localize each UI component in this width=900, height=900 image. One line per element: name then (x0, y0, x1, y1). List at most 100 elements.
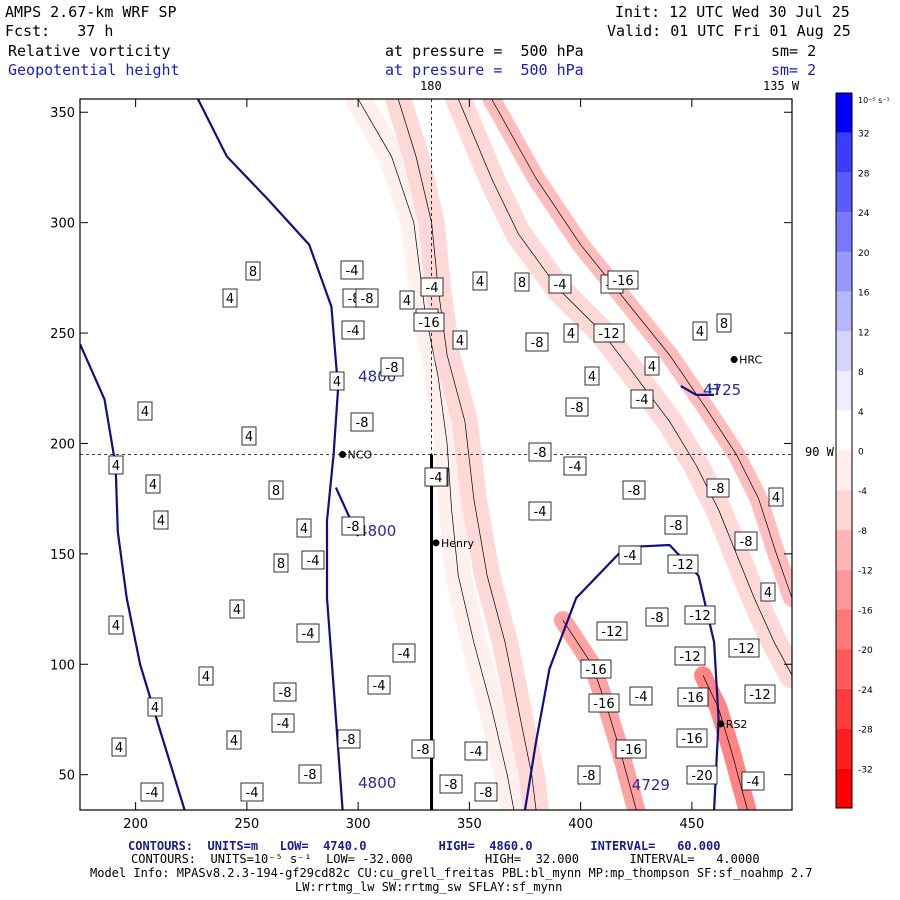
svg-text:4: 4 (772, 491, 780, 506)
contour-box-label: -8 (577, 765, 601, 785)
svg-text:4: 4 (696, 325, 704, 340)
station-label: HRC (739, 354, 762, 367)
svg-text:8: 8 (249, 265, 257, 280)
colorbar-tick-label: 4 (858, 408, 864, 418)
valid-time: Valid: 01 UTC Fri 01 Aug 25 (607, 22, 851, 40)
contour-box-label: 4 (108, 455, 124, 475)
vorticity-contour-line (397, 99, 537, 810)
contour-box-label: 4 (768, 487, 784, 507)
svg-text:-8: -8 (304, 768, 317, 783)
colorbar-tick-label: -16 (858, 606, 873, 616)
contour-box-label: -8 (474, 782, 498, 802)
contour-box-label: -4 (140, 782, 164, 802)
svg-text:-4: -4 (624, 549, 637, 564)
contour-box-label: -4 (528, 501, 552, 521)
svg-text:-4: -4 (554, 278, 567, 293)
contour-box-label: 4 (399, 290, 415, 310)
svg-text:-4: -4 (246, 786, 259, 801)
svg-text:4: 4 (151, 701, 159, 716)
svg-text:-4: -4 (534, 505, 547, 520)
field2-name: Geopotential height (8, 61, 180, 79)
svg-text:-8: -8 (361, 292, 374, 307)
y-tick-label: 300 (50, 217, 75, 232)
contour-box-label: -8 (565, 397, 589, 417)
colorbar-tick-label: -24 (858, 686, 873, 696)
contour-box-label: -4 (629, 686, 653, 706)
contour-box-label: -8 (706, 478, 730, 498)
lon-label-90w: 90 W (805, 445, 834, 459)
svg-text:-12: -12 (601, 625, 622, 640)
colorbar-tick-label: 12 (858, 328, 869, 338)
colorbar-swatch (836, 291, 852, 332)
contour-box-label: 4 (147, 697, 163, 717)
contour-box-label: 4 (241, 426, 257, 446)
svg-text:4: 4 (141, 405, 149, 420)
contour-box-label: 4 (108, 615, 124, 635)
colorbar-swatch (836, 609, 852, 650)
svg-text:-8: -8 (628, 484, 641, 499)
station-label: NCO (348, 449, 373, 462)
svg-text:4: 4 (226, 292, 234, 307)
svg-text:4: 4 (403, 294, 411, 309)
contour-box-label: -4 (392, 643, 416, 663)
contour-box-label: 4 (644, 356, 660, 376)
contour-box-label: -4 (741, 771, 765, 791)
y-tick-label: 200 (50, 437, 75, 452)
colorbar-tick-label: -28 (858, 726, 873, 736)
colorbar-swatch (836, 529, 852, 570)
svg-text:-4: -4 (277, 717, 290, 732)
contour-box-label: 4 (137, 401, 153, 421)
contour-box-label: -12 (744, 684, 776, 704)
x-tick-label: 350 (457, 817, 482, 832)
contour-box-label: -16 (607, 270, 639, 290)
colorbar-swatch (836, 251, 852, 292)
contour-box-label: -16 (615, 739, 647, 759)
contour-box-label: -8 (337, 729, 361, 749)
height-contour (523, 543, 720, 810)
svg-text:-8: -8 (480, 786, 493, 801)
footer-height-contours: CONTOURS: UNITS=m LOW= 4740.0 HIGH= 4860… (128, 839, 721, 853)
contour-box-label: 4 (296, 518, 312, 538)
contour-box-label: -4 (420, 277, 444, 297)
contour-box-label: 4 (145, 474, 161, 494)
svg-text:4: 4 (333, 375, 341, 390)
svg-text:4: 4 (115, 741, 123, 756)
contour-box-label: 8 (514, 272, 530, 292)
contour-box-label: 4 (692, 321, 708, 341)
svg-text:-20: -20 (691, 769, 712, 784)
svg-text:-12: -12 (689, 609, 710, 624)
svg-text:-4: -4 (635, 690, 648, 705)
contour-box-label: -8 (298, 764, 322, 784)
contour-box-label: -12 (596, 621, 628, 641)
colorbar-tick-label: -8 (858, 527, 867, 537)
height-contour (80, 343, 186, 810)
svg-text:-12: -12 (598, 327, 619, 342)
station-marker (717, 720, 725, 728)
vorticity-contour-line (491, 99, 792, 599)
contour-box-label: -8 (622, 480, 646, 500)
colorbar-swatch (836, 172, 852, 213)
field1-name: Relative vorticity (8, 42, 171, 60)
colorbar-swatch (836, 331, 852, 372)
contour-box-label: -12 (667, 554, 699, 574)
contour-box-label: -4 (464, 741, 488, 761)
contour-box-label: 4 (226, 730, 242, 750)
svg-text:-8: -8 (386, 361, 399, 376)
svg-text:4: 4 (149, 478, 157, 493)
contour-box-label: -8 (411, 739, 435, 759)
svg-text:8: 8 (277, 557, 285, 572)
svg-text:-16: -16 (620, 743, 641, 758)
svg-text:-4: -4 (569, 460, 582, 475)
contour-box-label: 4 (760, 582, 776, 602)
contour-box-label: -4 (630, 389, 654, 409)
svg-text:-12: -12 (733, 642, 754, 657)
svg-text:4: 4 (588, 370, 596, 385)
svg-text:4: 4 (233, 603, 241, 618)
svg-text:-16: -16 (418, 316, 439, 331)
height-contour (680, 385, 715, 396)
contour-box-label: -12 (684, 605, 716, 625)
contour-box-label: -4 (367, 675, 391, 695)
colorbar-frame (835, 92, 853, 809)
contour-box-label: 4 (198, 666, 214, 686)
x-tick-label: 300 (346, 817, 371, 832)
